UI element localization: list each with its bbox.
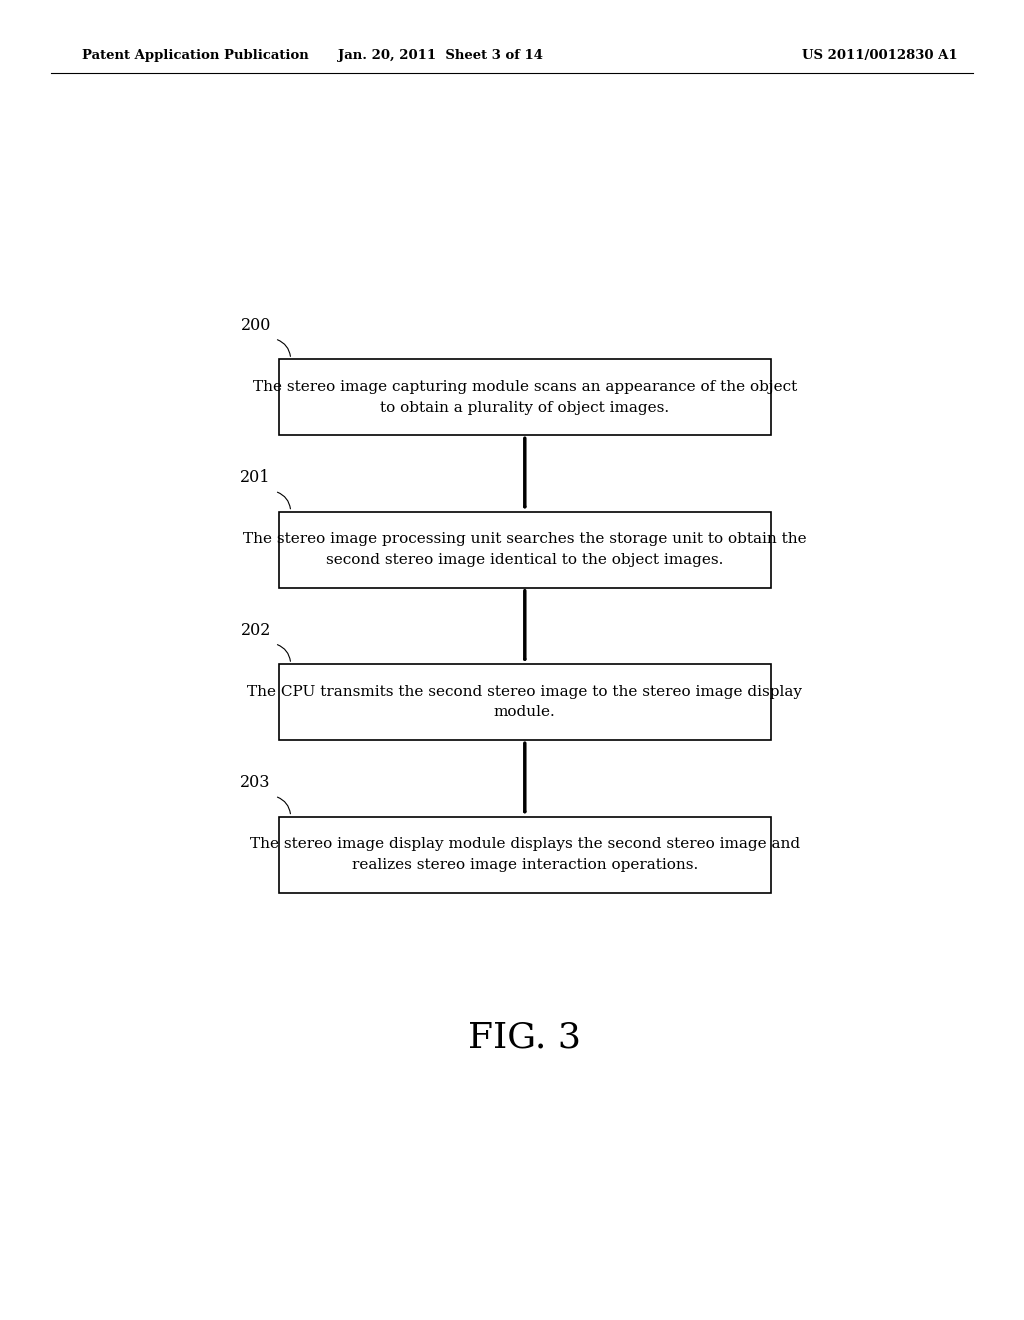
Text: Jan. 20, 2011  Sheet 3 of 14: Jan. 20, 2011 Sheet 3 of 14 [338, 49, 543, 62]
FancyBboxPatch shape [279, 817, 771, 892]
Text: FIG. 3: FIG. 3 [468, 1020, 582, 1055]
Text: US 2011/0012830 A1: US 2011/0012830 A1 [802, 49, 957, 62]
FancyBboxPatch shape [279, 359, 771, 436]
Text: 203: 203 [241, 774, 270, 791]
Text: The CPU transmits the second stereo image to the stereo image display
module.: The CPU transmits the second stereo imag… [248, 685, 802, 719]
Text: 202: 202 [241, 622, 270, 639]
Text: The stereo image display module displays the second stereo image and
realizes st: The stereo image display module displays… [250, 837, 800, 873]
Text: The stereo image capturing module scans an appearance of the object
to obtain a : The stereo image capturing module scans … [253, 380, 797, 414]
FancyBboxPatch shape [279, 664, 771, 741]
Text: The stereo image processing unit searches the storage unit to obtain the
second : The stereo image processing unit searche… [243, 532, 807, 568]
Text: Patent Application Publication: Patent Application Publication [82, 49, 308, 62]
FancyBboxPatch shape [279, 512, 771, 587]
Text: 201: 201 [241, 469, 270, 486]
Text: 200: 200 [241, 317, 270, 334]
